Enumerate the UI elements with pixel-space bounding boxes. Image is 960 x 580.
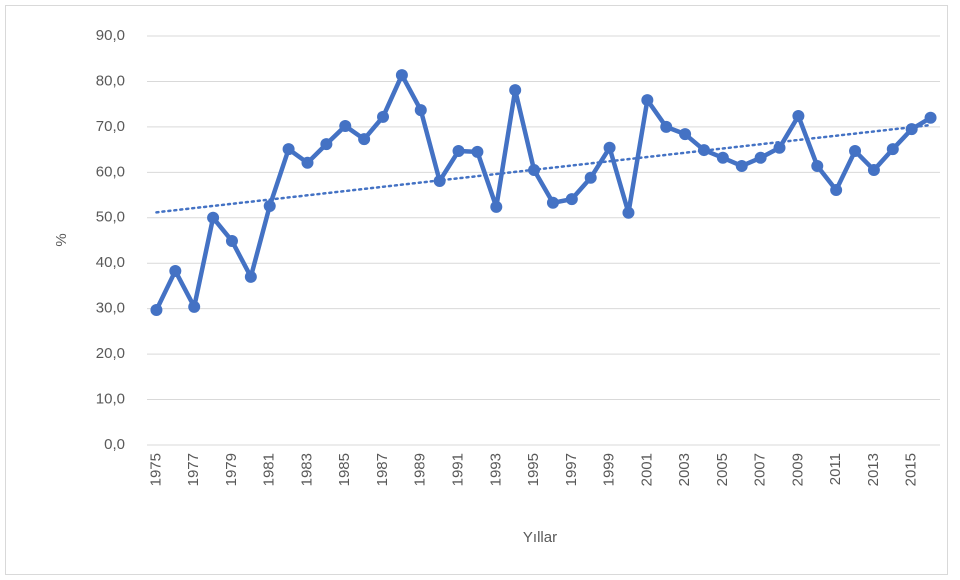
x-tick-label: 1975 [147,453,164,486]
x-tick-label: 2005 [714,453,731,486]
point [886,143,899,156]
point [320,138,333,151]
x-tick-label: 1995 [525,453,542,486]
y-tick-label: 80,0 [96,72,125,89]
point [867,164,880,177]
x-axis-title: Yıllar [523,529,557,546]
point [830,184,843,197]
x-tick-label: 1977 [185,453,202,486]
x-tick-label: 2011 [827,453,844,485]
point [924,111,937,124]
chart-frame [5,5,948,575]
x-tick-label: 2003 [676,453,693,486]
point [452,144,465,157]
point [546,196,559,209]
y-tick-label: 0,0 [104,436,125,453]
point [282,143,295,156]
point [263,199,276,212]
point [433,174,446,187]
y-tick-label: 60,0 [96,163,125,180]
x-tick-label: 2007 [752,453,769,486]
point [773,141,786,154]
y-axis-title: % [53,233,70,246]
point [754,151,767,164]
y-tick-label: 90,0 [96,27,125,44]
point [244,270,257,283]
x-tick-label: 1981 [261,453,278,486]
point [735,159,748,172]
x-tick-label: 1997 [563,453,580,486]
x-tick-label: 1993 [487,453,504,486]
point [490,200,503,213]
x-tick-label: 2013 [865,453,882,486]
point [622,206,635,219]
x-tick-label: 1999 [601,453,618,486]
point [188,300,201,313]
y-tick-label: 30,0 [96,300,125,317]
point [301,156,314,169]
point [225,234,238,247]
point [377,110,390,123]
point [471,145,484,158]
point [509,84,522,97]
point [169,264,182,277]
x-tick-label: 2001 [638,453,655,486]
point [641,94,654,107]
point [716,151,729,164]
x-tick-label: 1989 [412,453,429,486]
point [811,159,824,172]
point [528,164,541,177]
x-tick-label: 1979 [223,453,240,486]
point [697,144,710,157]
point [358,133,371,146]
y-tick-label: 10,0 [96,391,125,408]
point [395,69,408,82]
x-tick-label: 1985 [336,453,353,486]
x-tick-label: 1987 [374,453,391,486]
x-tick-label: 1983 [298,453,315,486]
point [679,128,692,141]
point [792,109,805,122]
point [660,120,673,133]
y-tick-label: 40,0 [96,254,125,271]
x-tick-label: 1991 [450,453,467,486]
point [414,104,427,117]
y-tick-label: 20,0 [96,345,125,362]
point [150,304,163,317]
y-tick-label: 70,0 [96,118,125,135]
point [584,171,597,184]
point [603,141,616,154]
x-tick-label: 2015 [903,453,920,486]
point [905,123,918,136]
point [849,144,862,157]
trendline [155,123,932,214]
point [565,193,578,206]
y-tick-label: 50,0 [96,209,125,226]
point [207,211,220,224]
point [339,119,352,132]
series-line [154,72,932,312]
x-tick-label: 2009 [789,453,806,486]
